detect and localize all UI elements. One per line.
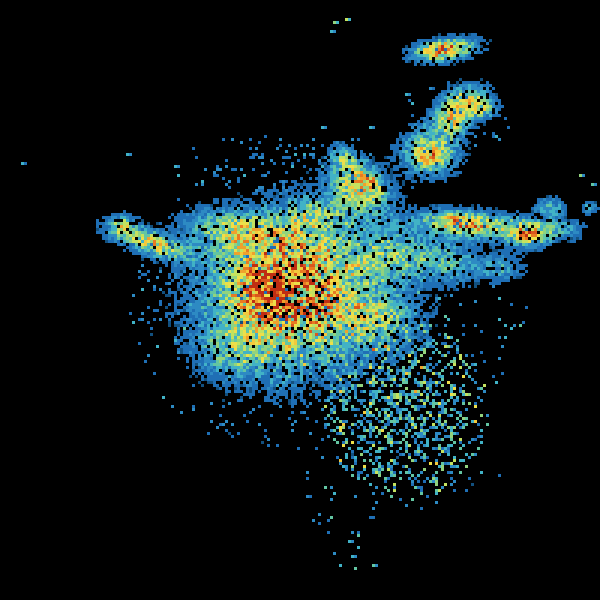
- radar-reflectivity-canvas: [0, 0, 600, 600]
- radar-display: [0, 0, 600, 600]
